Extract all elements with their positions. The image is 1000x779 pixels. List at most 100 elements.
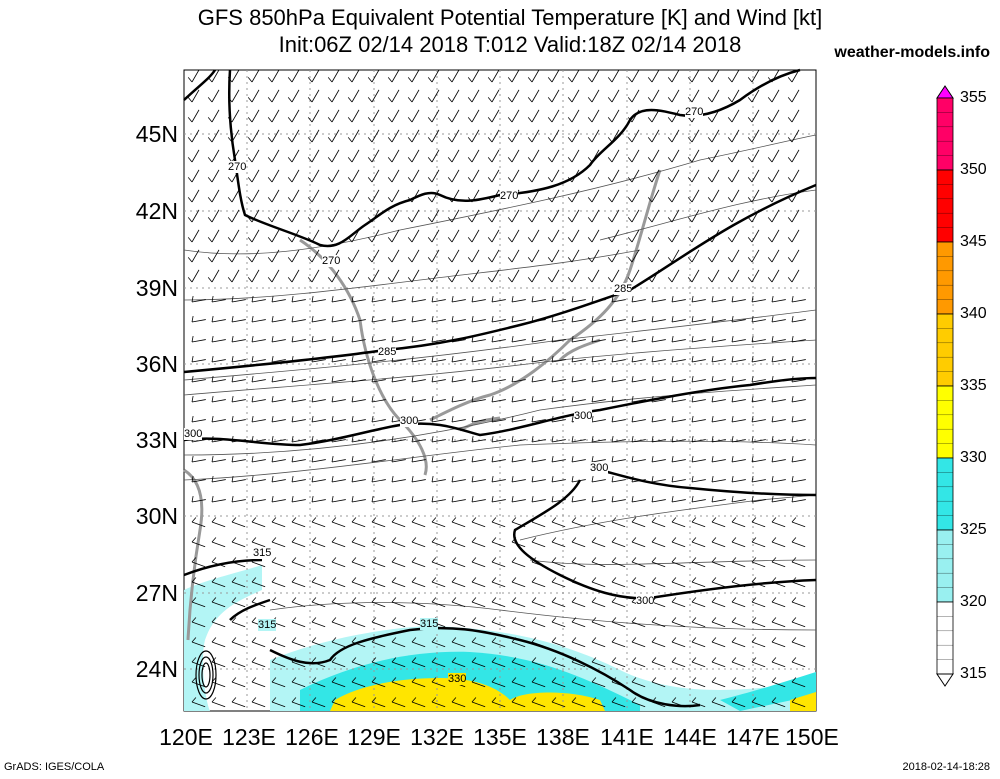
- wind-barb-flag: [607, 157, 613, 163]
- wind-barb-flag: [427, 277, 433, 283]
- wind-barb: [731, 109, 740, 123]
- wind-barb: [271, 661, 286, 668]
- wind-barb: [631, 521, 646, 528]
- wind-barb-flag: [587, 237, 593, 243]
- wind-barb: [511, 299, 526, 303]
- wind-barb: [651, 269, 660, 283]
- wind-barb-flag: [387, 157, 393, 163]
- wind-barb-flag: [791, 316, 794, 323]
- wind-barb: [291, 149, 300, 163]
- wind-barb: [391, 701, 406, 708]
- wind-barb: [651, 661, 666, 668]
- wind-barb-flag: [367, 277, 373, 283]
- wind-barb-flag: [391, 336, 394, 343]
- wind-barb: [631, 641, 646, 648]
- wind-barb: [471, 69, 480, 83]
- wind-barb-flag: [211, 557, 217, 563]
- wind-barb-flag: [491, 496, 494, 503]
- wind-barb-flag: [731, 617, 737, 623]
- wind-barb: [351, 701, 366, 708]
- wind-barb: [711, 641, 726, 648]
- wind-barb: [571, 621, 586, 628]
- wind-barb-flag: [787, 137, 793, 143]
- wind-barb: [611, 499, 626, 503]
- wind-barb: [491, 641, 506, 648]
- wind-barb-flag: [327, 237, 333, 243]
- wind-barb: [391, 379, 406, 383]
- wind-barb-flag: [411, 637, 417, 643]
- wind-barb-flag: [691, 396, 694, 403]
- wind-barb: [731, 89, 740, 103]
- wind-barb: [271, 541, 286, 548]
- wind-barb-flag: [691, 336, 694, 343]
- wind-barb-flag: [491, 396, 494, 403]
- wind-barb-flag: [331, 456, 334, 463]
- wind-barb-flag: [687, 217, 693, 223]
- wind-barb: [531, 249, 540, 263]
- wind-barb-flag: [607, 257, 613, 263]
- wind-barb: [251, 209, 260, 223]
- wind-barb: [731, 269, 740, 283]
- wind-barb-flag: [511, 376, 514, 383]
- lon-label: 132E: [410, 724, 464, 750]
- wind-barb-flag: [511, 496, 514, 503]
- lon-label: 129E: [347, 724, 401, 750]
- wind-barb: [511, 359, 526, 363]
- wind-barb: [411, 459, 426, 463]
- wind-barb: [191, 541, 206, 548]
- wind-barb: [471, 149, 480, 163]
- wind-barb-flag: [731, 637, 737, 643]
- wind-barb-flag: [731, 476, 734, 483]
- wind-barb-flag: [711, 537, 717, 543]
- wind-barb-flag: [671, 557, 677, 563]
- wind-barb: [711, 269, 720, 283]
- wind-barb-flag: [371, 637, 377, 643]
- wind-barb: [471, 379, 486, 383]
- wind-barb-flag: [651, 316, 654, 323]
- wind-barb-flag: [707, 257, 713, 263]
- wind-barb-flag: [367, 217, 373, 223]
- wind-barb-flag: [247, 257, 253, 263]
- wind-barb-flag: [211, 336, 214, 343]
- wind-barb-flag: [307, 77, 313, 83]
- wind-barb: [491, 339, 506, 343]
- wind-barb-flag: [307, 157, 313, 163]
- wind-barb-flag: [691, 456, 694, 463]
- wind-barb: [311, 89, 320, 103]
- wind-barb-flag: [371, 356, 374, 363]
- wind-barb-flag: [491, 657, 497, 663]
- wind-barb: [651, 459, 666, 463]
- wind-barb: [191, 359, 206, 363]
- wind-barb-flag: [471, 476, 474, 483]
- wind-barb-flag: [271, 577, 277, 583]
- wind-barb-flag: [731, 577, 737, 583]
- wind-barb: [231, 339, 246, 343]
- wind-barb-flag: [247, 117, 253, 123]
- wind-barb: [771, 69, 780, 83]
- wind-barb: [431, 269, 440, 283]
- wind-barb: [291, 169, 300, 183]
- wind-barb: [731, 299, 746, 303]
- wind-barb: [571, 109, 580, 123]
- wind-barb: [571, 399, 586, 403]
- wind-barb-flag: [207, 137, 213, 143]
- wind-barb-flag: [431, 517, 437, 523]
- wind-barb-flag: [307, 137, 313, 143]
- wind-barb: [291, 269, 300, 283]
- wind-barb-flag: [311, 697, 317, 703]
- wind-barb-flag: [407, 217, 413, 223]
- wind-barb-flag: [211, 597, 217, 603]
- wind-barb: [331, 419, 346, 423]
- wind-barb: [311, 399, 326, 403]
- wind-barb-flag: [611, 336, 614, 343]
- wind-barb-flag: [311, 537, 317, 543]
- wind-barb: [651, 209, 660, 223]
- wind-barb-flag: [471, 496, 474, 503]
- wind-barb: [351, 439, 366, 443]
- wind-barb-flag: [491, 376, 494, 383]
- wind-barb-flag: [287, 257, 293, 263]
- wind-barb: [651, 521, 666, 528]
- wind-barb-flag: [711, 436, 714, 443]
- wind-barb: [371, 269, 380, 283]
- wind-barb: [311, 661, 326, 668]
